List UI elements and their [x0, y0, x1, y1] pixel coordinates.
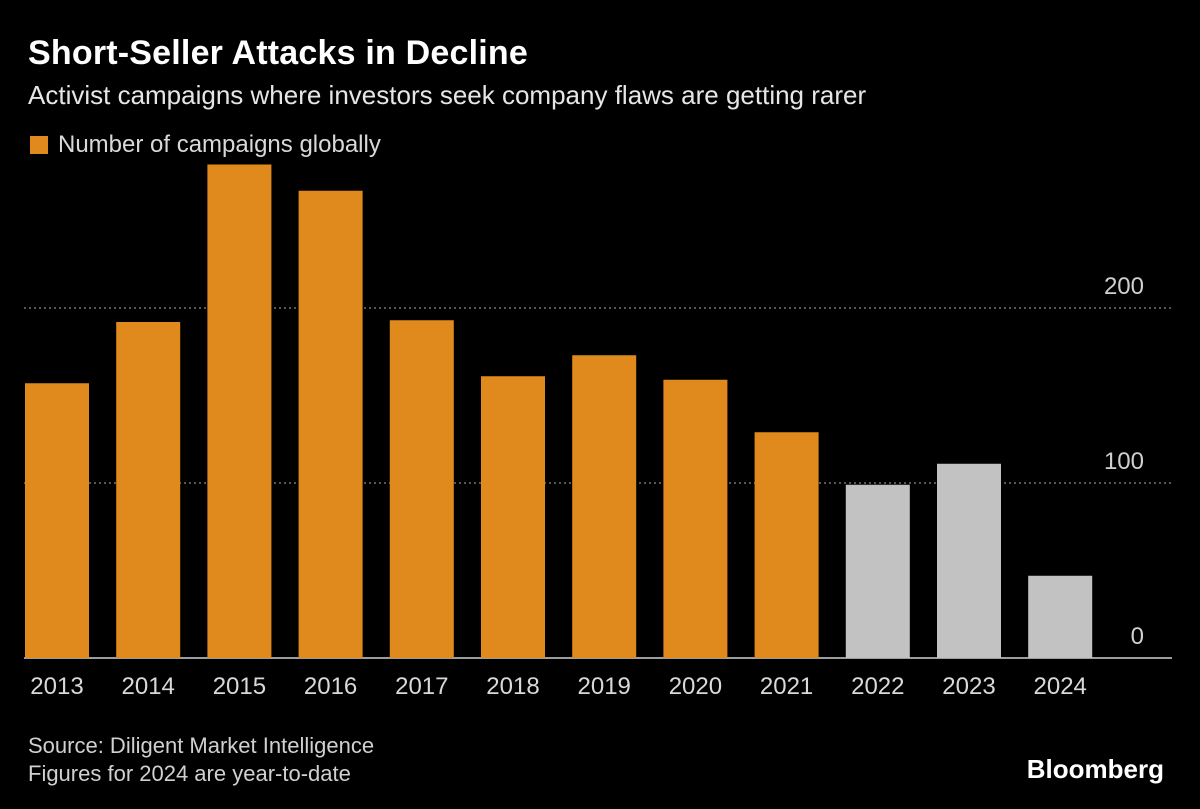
x-tick-label-2022: 2022 [851, 673, 904, 700]
y-tick-label-100: 100 [1104, 448, 1144, 475]
source-note: Source: Diligent Market Intelligence Fig… [28, 732, 374, 788]
bar-2024 [1028, 575, 1093, 658]
x-tick-label-2016: 2016 [304, 673, 357, 700]
x-tick-label-2021: 2021 [760, 673, 813, 700]
bar-2017 [389, 320, 454, 658]
bar-2019 [572, 355, 637, 658]
x-tick-label-2013: 2013 [30, 673, 83, 700]
x-tick-label-2024: 2024 [1034, 673, 1087, 700]
legend-swatch [30, 136, 48, 154]
y-tick-label-0: 0 [1131, 623, 1144, 650]
legend: Number of campaigns globally [30, 131, 381, 159]
bar-2021 [754, 432, 819, 658]
bar-2018 [481, 376, 545, 658]
ytd-note: Figures for 2024 are year-to-date [28, 761, 351, 786]
chart-subtitle: Activist campaigns where investors seek … [28, 80, 867, 110]
x-tick-label-2018: 2018 [486, 673, 539, 700]
bar-2023 [937, 463, 1001, 658]
x-tick-label-2017: 2017 [395, 673, 448, 700]
bar-2020 [663, 379, 728, 658]
x-tick-label-2020: 2020 [669, 673, 722, 700]
x-tick-label-2015: 2015 [213, 673, 266, 700]
chart-title: Short-Seller Attacks in Decline [28, 34, 528, 72]
x-tick-label-2014: 2014 [122, 673, 175, 700]
bar-2016 [298, 190, 363, 658]
bar-2014 [116, 322, 181, 658]
bar-2013 [25, 383, 89, 658]
bloomberg-logo: Bloomberg [1026, 754, 1164, 784]
bar-2015 [207, 164, 272, 658]
x-tick-label-2019: 2019 [578, 673, 631, 700]
bar-2022 [845, 484, 910, 658]
source-text: Source: Diligent Market Intelligence [28, 733, 375, 758]
y-tick-label-200: 200 [1104, 273, 1144, 300]
x-tick-label-2023: 2023 [942, 673, 995, 700]
legend-label: Number of campaigns globally [58, 131, 381, 158]
